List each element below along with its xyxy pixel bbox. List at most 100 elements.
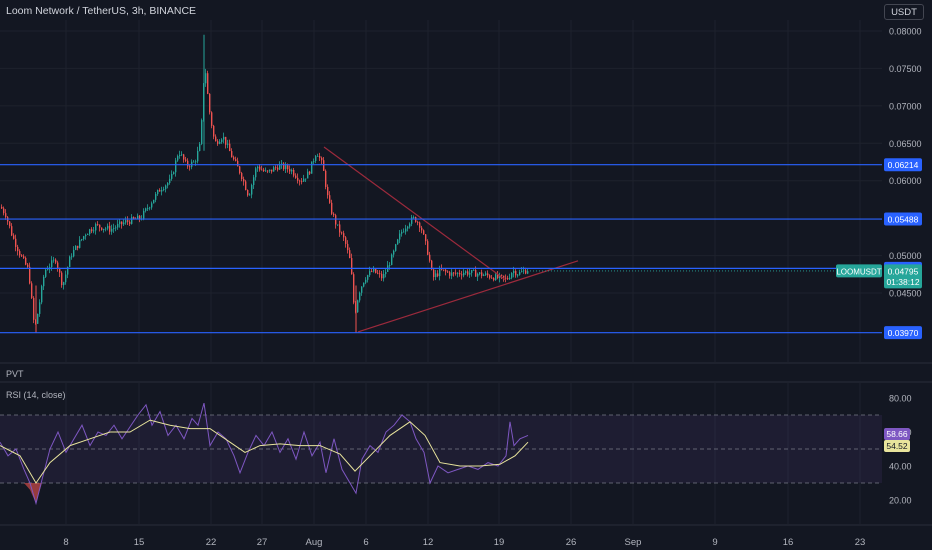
candle-body [419, 222, 421, 228]
candle-body [507, 278, 509, 280]
candle-body [67, 267, 69, 275]
candle-body [159, 189, 161, 192]
candle-body [465, 271, 467, 273]
candle-body [423, 230, 425, 235]
candle-body [39, 302, 41, 314]
candle-body [445, 269, 447, 272]
candle-body [393, 250, 395, 255]
candle-body [455, 272, 457, 274]
candle-body [259, 166, 261, 170]
candle-body [19, 251, 21, 256]
candle-body [1, 206, 3, 209]
y-tick-label: 0.04500 [889, 288, 922, 298]
currency-button[interactable]: USDT [884, 4, 924, 20]
candle-body [189, 166, 191, 168]
x-tick-label: 9 [712, 537, 717, 548]
candle-body [271, 169, 273, 172]
candle-body [519, 272, 521, 275]
candle-body [361, 286, 363, 293]
candle-body [375, 268, 377, 273]
candle-body [85, 234, 87, 237]
candle-body [459, 272, 461, 275]
candle-body [425, 234, 427, 242]
candle-body [253, 177, 255, 186]
x-tick-label: Sep [625, 537, 642, 548]
candle-body [157, 189, 159, 195]
candle-body [143, 210, 145, 219]
candle-body [379, 273, 381, 275]
candle-body [499, 274, 501, 278]
rsi-ma-label: 54.52 [886, 441, 908, 451]
candle-body [447, 271, 449, 273]
candle-body [523, 270, 525, 272]
rsi-value-tag [884, 428, 910, 440]
candle-body [351, 258, 353, 275]
candle-body [297, 177, 299, 181]
candle-body [467, 271, 469, 275]
candle-body [321, 157, 323, 161]
candle-body [331, 202, 333, 214]
candle-body [365, 279, 367, 283]
candle-body [373, 268, 375, 272]
candle-body [363, 282, 365, 287]
candle-body [105, 228, 107, 230]
candle-body [209, 93, 211, 113]
candle-body [333, 213, 335, 216]
y-tick-label: 0.08000 [889, 27, 922, 37]
candle-body [277, 167, 279, 170]
y-tick-label: 0.06000 [889, 176, 922, 186]
candle-body [453, 272, 455, 274]
candle-body [475, 269, 477, 277]
candle-body [337, 224, 339, 226]
candle-body [473, 269, 475, 271]
candle-body [117, 223, 119, 228]
candle-body [215, 136, 217, 142]
x-tick-label: Aug [306, 537, 323, 548]
candle-body [389, 265, 391, 266]
candle-body [43, 276, 45, 287]
candle-body [353, 274, 355, 303]
candle-body [29, 266, 31, 284]
candle-body [275, 167, 277, 169]
candle-body [309, 171, 311, 174]
symbol-tag [836, 264, 882, 278]
candle-body [341, 232, 343, 234]
candle-body [479, 272, 481, 274]
candle-body [217, 141, 219, 144]
candle-body [101, 227, 103, 230]
candle-body [151, 203, 153, 208]
candle-body [109, 225, 111, 232]
candle-body [27, 264, 29, 267]
candle-body [179, 154, 181, 157]
candle-body [339, 224, 341, 233]
candle-body [413, 216, 415, 218]
candle-body [133, 217, 135, 219]
candle-body [69, 256, 71, 268]
candle-body [267, 170, 269, 172]
candle-body [443, 269, 445, 271]
candle-body [437, 273, 439, 277]
candle-body [53, 259, 55, 261]
candle-body [71, 256, 73, 258]
candle-body [427, 241, 429, 255]
candle-body [501, 274, 503, 276]
candle-body [307, 171, 309, 179]
rsi-value-label: 58.66 [886, 429, 908, 439]
candle-body [77, 245, 79, 248]
candle-body [257, 166, 259, 169]
candle-body [517, 274, 519, 276]
candle-body [503, 275, 505, 278]
candle-body [61, 272, 63, 286]
candle-body [41, 286, 43, 303]
candle-body [239, 166, 241, 174]
candle-body [9, 221, 11, 227]
candle-body [131, 217, 133, 224]
candle-body [123, 222, 125, 225]
rsi-ma-line [0, 419, 529, 484]
candle-body [317, 156, 319, 157]
candle-body [221, 139, 223, 142]
y-tick-label: 0.05000 [889, 251, 922, 261]
candle-body [493, 278, 495, 281]
candle-body [409, 223, 411, 227]
